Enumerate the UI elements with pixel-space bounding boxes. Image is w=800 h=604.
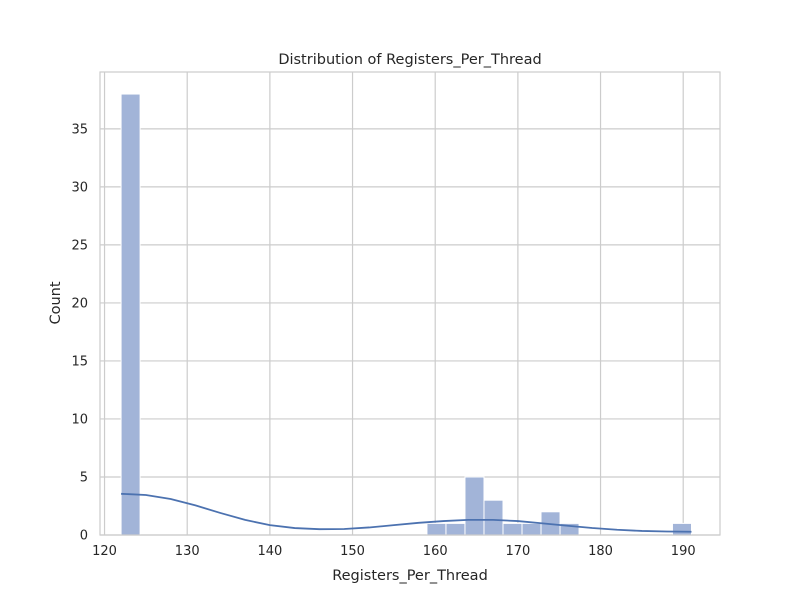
y-tick-labels: 0 5 10 15 20 25 30 35 <box>71 122 88 543</box>
histogram-bar <box>120 93 141 536</box>
x-tick-label: 180 <box>588 544 613 559</box>
chart-title: Distribution of Registers_Per_Thread <box>278 52 541 68</box>
y-tick-label: 35 <box>71 122 88 137</box>
x-tick-label: 190 <box>671 544 696 559</box>
x-tick-label: 170 <box>505 544 530 559</box>
axes-frame <box>99 71 721 536</box>
y-axis-label: Count <box>48 281 64 324</box>
histogram-bar <box>445 522 466 536</box>
x-axis-label: Registers_Per_Thread <box>332 568 488 584</box>
x-tick-label: 130 <box>175 544 200 559</box>
histogram-bar <box>502 522 523 536</box>
y-tick-label: 5 <box>80 470 88 485</box>
x-tick-label: 120 <box>92 544 117 559</box>
x-tick-labels: 120 130 140 150 160 170 180 190 <box>92 544 695 559</box>
x-tick-label: 140 <box>257 544 282 559</box>
x-tick-label: 160 <box>423 544 448 559</box>
histogram-bar <box>464 476 485 536</box>
y-tick-label: 10 <box>71 412 88 427</box>
y-tick-label: 0 <box>80 529 88 544</box>
histogram-bar <box>483 499 504 536</box>
histogram-bar <box>671 522 692 536</box>
y-tick-label: 15 <box>71 354 88 369</box>
y-tick-label: 30 <box>71 180 88 195</box>
y-tick-label: 20 <box>71 296 88 311</box>
x-tick-label: 150 <box>340 544 365 559</box>
histogram-bar <box>521 522 542 536</box>
kde-curve <box>121 492 692 533</box>
histogram-bar <box>426 522 447 536</box>
y-tick-label: 25 <box>71 238 88 253</box>
